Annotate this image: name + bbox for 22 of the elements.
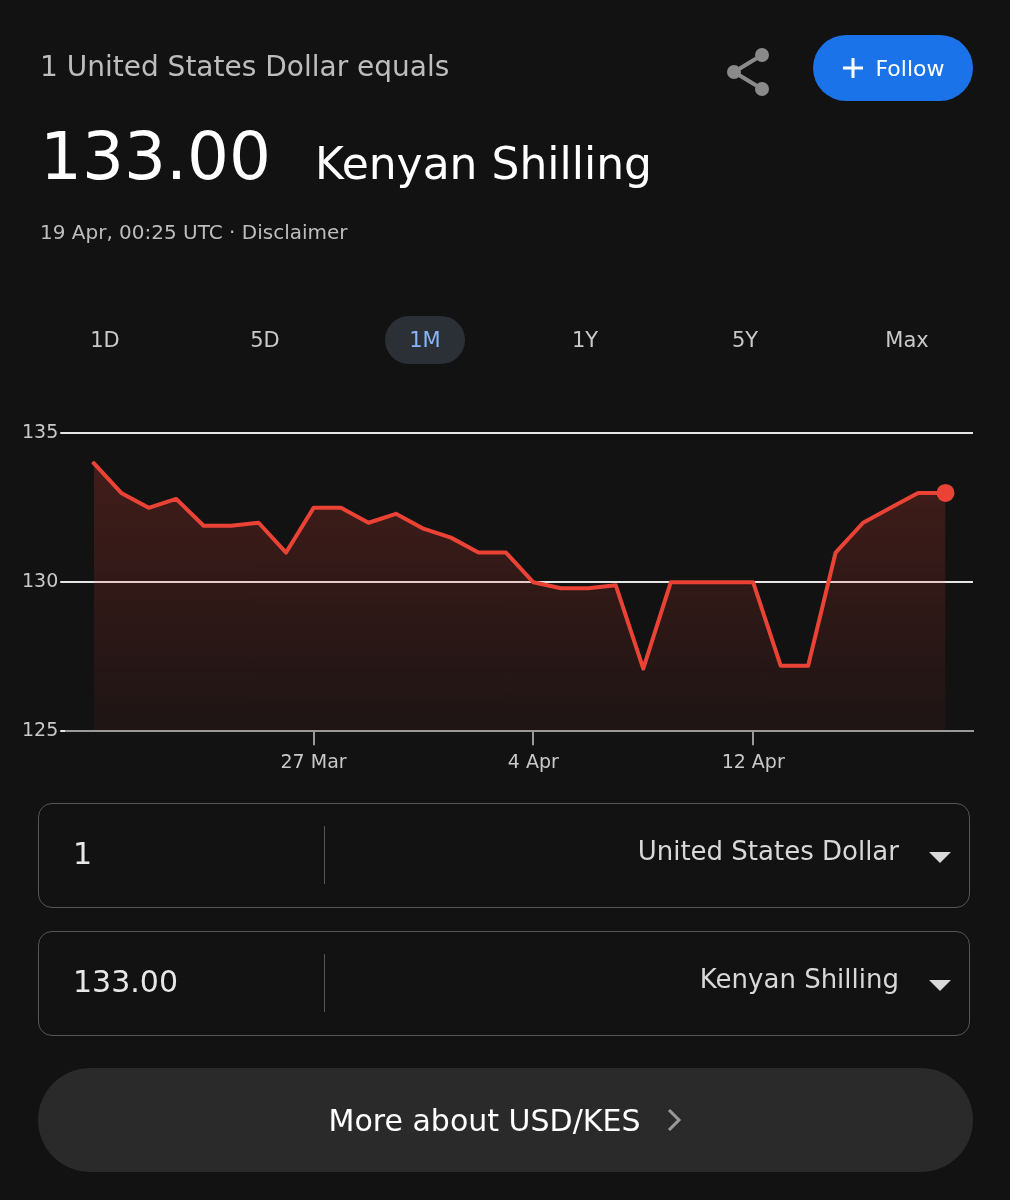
x-tick-label: 4 Apr [507,749,560,772]
text: 1Y [570,327,600,354]
text: More about USD/KES [328,1102,641,1138]
y-tick-label: 130 [22,569,59,592]
text: 5D [249,327,281,354]
text: 1D [89,327,121,354]
text: 5Y [730,327,760,354]
text: 19 Apr, 00:25 UTC · Disclaimer [40,220,348,244]
y-tick-label: 125 [22,718,59,741]
text: 133.00 [40,118,271,195]
text: 133.00 [73,964,178,999]
text: United States Dollar [637,836,899,866]
chart-title: 1 United States Dollar equals [40,50,450,83]
y-tick-label: 135 [22,420,59,443]
text: 1 [73,836,93,871]
text: Max [884,327,930,354]
x-tick-label: 27 Mar [280,749,347,772]
text: Kenyan Shilling [315,138,653,189]
text: 1M [385,316,465,364]
text: Follow [875,55,945,81]
text: Kenyan Shilling [699,964,899,994]
x-tick-label: 12 Apr [721,749,785,772]
